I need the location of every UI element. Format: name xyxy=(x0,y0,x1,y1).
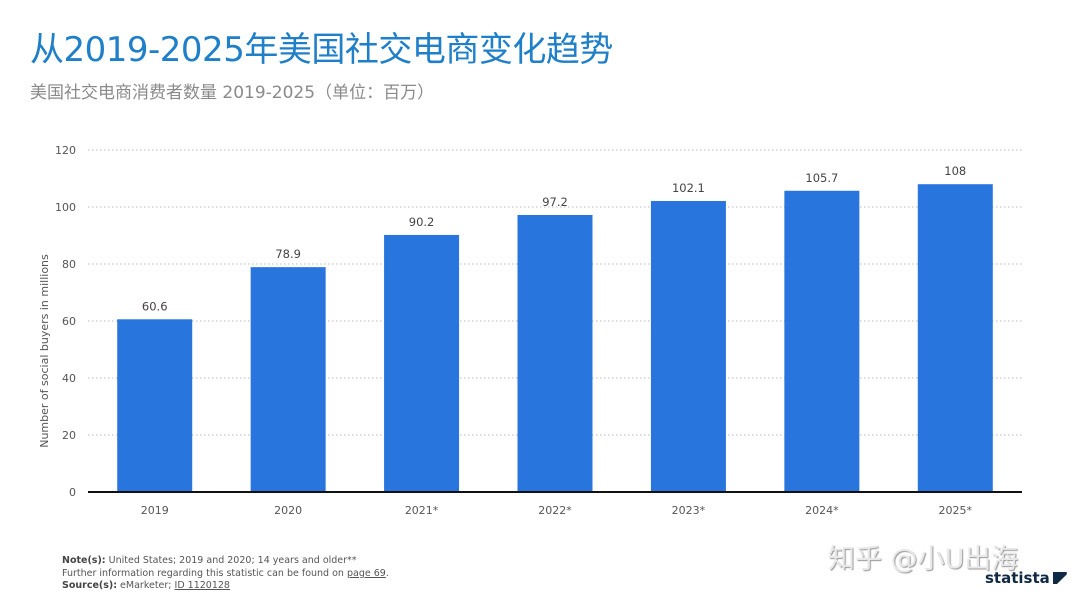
bar xyxy=(517,214,593,493)
bar xyxy=(917,184,993,492)
note-text: United States; 2019 and 2020; 14 years a… xyxy=(105,555,357,566)
source-text: eMarketer; xyxy=(117,580,175,591)
data-label: 105.7 xyxy=(805,171,838,185)
y-tick-label: 120 xyxy=(55,144,76,157)
chart-subtitle: 美国社交电商消费者数量 2019-2025（单位：百万） xyxy=(30,83,435,103)
y-tick-label: 20 xyxy=(62,429,76,442)
data-label: 108 xyxy=(944,164,966,178)
x-tick-label: 2025* xyxy=(939,504,973,517)
statista-logo-icon xyxy=(1052,572,1067,584)
x-tick-label: 2021* xyxy=(405,504,439,517)
bar xyxy=(117,319,193,492)
statista-logo: statista xyxy=(985,569,1067,587)
chart-title: 从2019-2025年美国社交电商变化趋势 xyxy=(30,30,613,70)
logo-text: statista xyxy=(985,569,1050,587)
data-label: 78.9 xyxy=(275,247,301,261)
data-label: 97.2 xyxy=(542,195,568,209)
y-tick-label: 100 xyxy=(55,201,76,214)
watermark: 知乎 @小U出海 xyxy=(828,544,1019,575)
data-label: 60.6 xyxy=(142,299,168,313)
bar xyxy=(650,201,726,492)
y-tick-label: 60 xyxy=(62,315,76,328)
page-link[interactable]: page 69 xyxy=(346,567,386,579)
data-label: 102.1 xyxy=(672,181,705,195)
x-tick-label: 2019 xyxy=(141,504,169,517)
x-tick-label: 2022* xyxy=(538,504,572,517)
id-link[interactable]: ID 1120128 xyxy=(174,580,230,591)
y-tick-label: 80 xyxy=(62,258,76,271)
y-tick-label: 40 xyxy=(62,372,76,385)
x-tick-label: 2024* xyxy=(805,504,839,517)
footer: Note(s): United States; 2019 and 2020; 1… xyxy=(62,555,389,593)
data-label: 90.2 xyxy=(409,215,435,229)
bar xyxy=(384,234,460,492)
source-label: Source(s): xyxy=(62,580,118,591)
bar xyxy=(250,267,326,492)
y-tick-label: 0 xyxy=(69,486,76,499)
further-text: Further information regarding this stati… xyxy=(62,567,347,579)
x-tick-label: 2023* xyxy=(672,504,706,517)
x-tick-label: 2020 xyxy=(274,504,302,517)
bar xyxy=(784,190,860,492)
y-axis-title: Number of social buyers in millions xyxy=(38,254,51,448)
further-end: . xyxy=(385,567,389,579)
note-label: Note(s): xyxy=(62,555,106,566)
